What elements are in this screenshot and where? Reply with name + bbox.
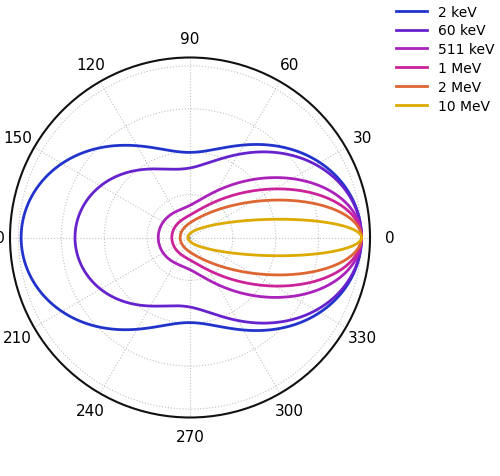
511 keV <box>358 235 364 241</box>
1 MeV <box>358 235 364 241</box>
10 MeV <box>287 253 293 259</box>
2 keV <box>342 184 347 189</box>
511 keV <box>156 228 162 233</box>
60 keV <box>352 266 358 271</box>
2 MeV <box>178 233 184 238</box>
Line: 511 keV: 511 keV <box>158 178 362 298</box>
1 MeV <box>169 234 175 239</box>
Line: 2 MeV: 2 MeV <box>180 200 362 276</box>
10 MeV <box>286 253 292 259</box>
511 keV <box>348 265 354 270</box>
2 keV <box>186 150 192 156</box>
Legend: 2 keV, 60 keV, 511 keV, 1 MeV, 2 MeV, 10 MeV: 2 keV, 60 keV, 511 keV, 1 MeV, 2 MeV, 10… <box>390 0 500 119</box>
511 keV <box>196 272 202 278</box>
10 MeV <box>185 235 191 241</box>
1 MeV <box>170 230 175 236</box>
2 MeV <box>177 235 183 241</box>
2 keV <box>208 322 214 328</box>
1 MeV <box>342 264 348 269</box>
1 MeV <box>343 263 349 269</box>
Line: 1 MeV: 1 MeV <box>172 189 362 287</box>
60 keV <box>358 235 364 241</box>
60 keV <box>340 185 346 190</box>
2 MeV <box>334 262 340 268</box>
2 keV <box>358 235 364 241</box>
2 keV <box>20 221 26 227</box>
60 keV <box>180 167 186 172</box>
2 MeV <box>358 235 364 241</box>
2 keV <box>28 195 34 200</box>
60 keV <box>352 265 358 271</box>
Line: 2 keV: 2 keV <box>21 145 361 331</box>
60 keV <box>72 226 78 231</box>
1 MeV <box>194 261 200 267</box>
1 MeV <box>316 193 322 198</box>
10 MeV <box>185 235 191 241</box>
511 keV <box>156 232 162 238</box>
60 keV <box>78 208 84 213</box>
Line: 10 MeV: 10 MeV <box>188 220 362 256</box>
10 MeV <box>358 235 364 241</box>
2 keV <box>353 266 359 271</box>
1 MeV <box>169 235 175 241</box>
511 keV <box>328 188 334 194</box>
2 MeV <box>334 262 340 268</box>
10 MeV <box>185 235 191 240</box>
1 MeV <box>358 235 364 241</box>
10 MeV <box>188 240 194 246</box>
2 MeV <box>358 235 364 241</box>
10 MeV <box>358 235 364 241</box>
2 keV <box>353 265 359 271</box>
2 MeV <box>296 199 302 205</box>
511 keV <box>175 208 181 214</box>
2 MeV <box>191 252 197 258</box>
2 keV <box>358 235 364 241</box>
60 keV <box>358 235 364 241</box>
60 keV <box>205 309 211 315</box>
Line: 60 keV: 60 keV <box>75 152 362 324</box>
10 MeV <box>236 219 242 225</box>
511 keV <box>348 264 354 270</box>
511 keV <box>358 235 364 241</box>
2 MeV <box>177 234 183 240</box>
